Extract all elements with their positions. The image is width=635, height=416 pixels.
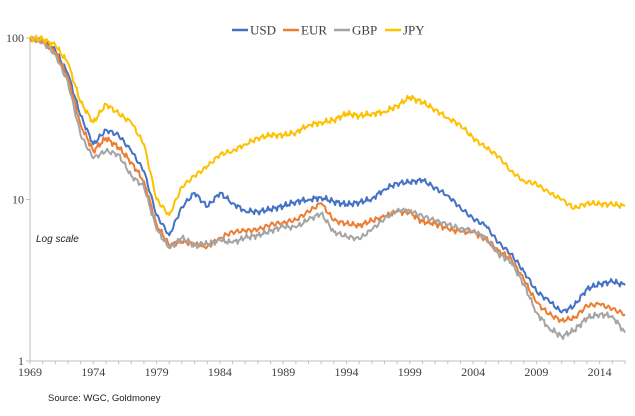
log-scale-annotation: Log scale	[36, 234, 79, 245]
series-line-gbp	[29, 36, 626, 340]
series-line-usd	[29, 35, 626, 314]
x-tick-label: 2014	[588, 365, 612, 379]
x-tick-label: 2009	[524, 365, 548, 379]
y-tick-label: 1	[18, 354, 24, 368]
x-tick-label: 1984	[208, 365, 232, 379]
series-line-jpy	[29, 34, 626, 217]
legend-label-jpy: JPY	[403, 23, 425, 38]
x-tick-label: 2004	[461, 365, 485, 379]
legend-label-usd: USD	[250, 23, 276, 38]
x-tick-label: 1989	[271, 365, 295, 379]
x-tick-labels: 1969 1974 1979 1984 1989 1994 1999 2004 2009 2014	[18, 361, 626, 379]
legend-label-eur: EUR	[301, 23, 327, 38]
series-line-eur	[29, 36, 626, 323]
x-tick-label: 1974	[81, 365, 105, 379]
y-tick-label: 10	[12, 193, 24, 207]
legend: USD EUR GBP JPY	[232, 23, 425, 38]
source-note: Source: WGC, Goldmoney	[48, 393, 161, 404]
y-tick-labels: 1 10 100	[6, 31, 30, 368]
series-lines	[29, 34, 626, 340]
x-tick-label: 1979	[145, 365, 169, 379]
x-tick-label: 1999	[398, 365, 422, 379]
x-tick-label: 1994	[334, 365, 358, 379]
y-tick-label: 100	[6, 31, 24, 45]
legend-label-gbp: GBP	[352, 23, 377, 38]
x-tick-label: 1969	[18, 365, 42, 379]
